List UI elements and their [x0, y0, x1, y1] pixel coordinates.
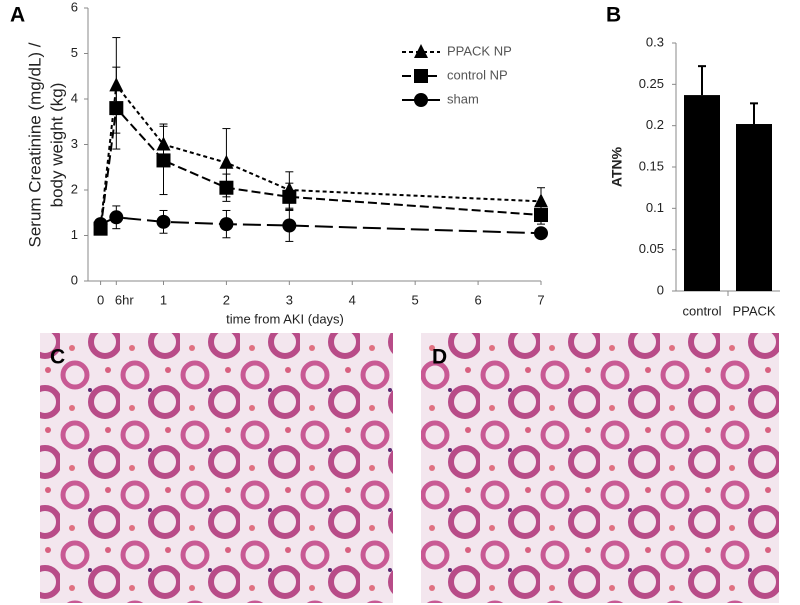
marker [156, 153, 171, 168]
y-tick-label: 0 [657, 282, 664, 297]
series-line [99, 82, 542, 227]
y-tick-label: 0 [71, 272, 78, 287]
panel-label: A [10, 4, 25, 27]
legend-marker [414, 69, 428, 83]
marker [282, 189, 297, 204]
panel-label: D [432, 346, 447, 369]
x-tick-label: 0 [97, 292, 104, 307]
marker [282, 218, 297, 233]
series-line [99, 105, 542, 229]
marker [156, 214, 171, 229]
x-tick-label: PPACK [732, 303, 775, 318]
bar [736, 124, 772, 291]
y-tick-label: 3 [71, 136, 78, 151]
y-tick-label: 1 [71, 227, 78, 242]
legend-label: PPACK NP [447, 43, 512, 58]
y-tick-label: 0.05 [639, 241, 664, 256]
y-tick-label: 0.25 [639, 76, 664, 91]
marker [109, 101, 124, 116]
legend-marker [414, 44, 428, 58]
y-axis-label: ATN% [609, 146, 625, 187]
y-tick-label: 0.3 [646, 34, 664, 49]
x-tick-label: 5 [412, 292, 419, 307]
marker [219, 154, 234, 169]
y-tick-label: 4 [71, 90, 78, 105]
histology-image [40, 333, 393, 603]
x-tick-label: 3 [286, 292, 293, 307]
marker [93, 217, 108, 232]
bar [684, 95, 720, 291]
x-axis-label: time from AKI (days) [226, 311, 344, 326]
x-tick-label: 7 [537, 292, 544, 307]
marker [534, 226, 548, 241]
marker [219, 180, 234, 195]
y-axis-label: Serum Creatinine (mg/dL) / [25, 42, 44, 247]
y-tick-label: 6 [71, 0, 78, 14]
marker [534, 193, 548, 208]
y-tick-label: 2 [71, 181, 78, 196]
legend-label: sham [447, 91, 479, 106]
panel-label: C [50, 346, 65, 369]
y-axis-label: body weight (kg) [47, 83, 66, 208]
histology-image [421, 333, 779, 603]
x-tick-label: control [682, 303, 721, 318]
y-tick-label: 0.2 [646, 117, 664, 132]
x-tick-label: 6hr [115, 292, 134, 307]
y-tick-label: 5 [71, 45, 78, 60]
x-tick-label: 6 [474, 292, 481, 307]
marker [109, 210, 124, 225]
marker [534, 208, 548, 223]
y-tick-label: 0.1 [646, 200, 664, 215]
marker [219, 217, 234, 232]
x-tick-label: 1 [160, 292, 167, 307]
legend-marker [414, 93, 428, 107]
x-tick-label: 2 [223, 292, 230, 307]
y-tick-label: 0.15 [639, 158, 664, 173]
legend-label: control NP [447, 67, 508, 82]
x-tick-label: 4 [349, 292, 356, 307]
panel-label: B [606, 4, 621, 27]
